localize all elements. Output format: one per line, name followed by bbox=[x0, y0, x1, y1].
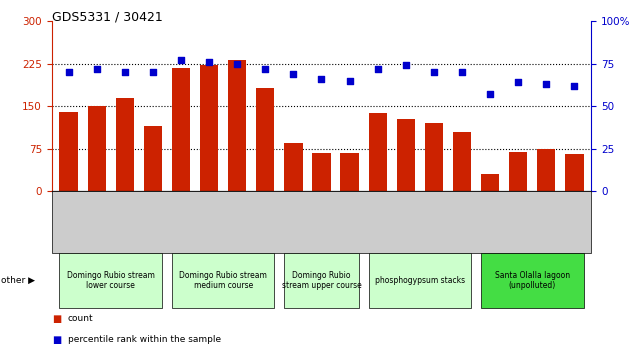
Text: Domingo Rubio
stream upper course: Domingo Rubio stream upper course bbox=[281, 271, 362, 290]
Text: phosphogypsum stacks: phosphogypsum stacks bbox=[375, 276, 465, 285]
Point bbox=[429, 69, 439, 75]
Bar bbox=[144, 126, 162, 191]
Point bbox=[288, 71, 298, 77]
Point bbox=[148, 69, 158, 75]
Point bbox=[541, 81, 551, 87]
Text: Santa Olalla lagoon
(unpolluted): Santa Olalla lagoon (unpolluted) bbox=[495, 271, 570, 290]
Text: other ▶: other ▶ bbox=[1, 276, 35, 285]
Bar bbox=[115, 98, 134, 191]
Text: percentile rank within the sample: percentile rank within the sample bbox=[68, 335, 221, 344]
Bar bbox=[397, 119, 415, 191]
Bar bbox=[453, 132, 471, 191]
Bar bbox=[537, 149, 555, 191]
Bar bbox=[88, 106, 106, 191]
Point bbox=[204, 59, 214, 65]
Point bbox=[485, 91, 495, 97]
Point bbox=[64, 69, 74, 75]
Point bbox=[176, 57, 186, 63]
Bar bbox=[481, 174, 499, 191]
Text: ■: ■ bbox=[52, 335, 61, 345]
Point bbox=[232, 61, 242, 67]
Bar bbox=[312, 153, 331, 191]
Point bbox=[317, 76, 327, 82]
Bar bbox=[284, 143, 302, 191]
Point bbox=[513, 80, 523, 85]
Text: GDS5331 / 30421: GDS5331 / 30421 bbox=[52, 11, 163, 24]
Bar bbox=[509, 152, 528, 191]
Point bbox=[91, 66, 102, 72]
Text: ■: ■ bbox=[52, 314, 61, 324]
Bar bbox=[200, 65, 218, 191]
Point bbox=[120, 69, 130, 75]
Bar bbox=[369, 113, 387, 191]
Bar bbox=[341, 153, 359, 191]
Point bbox=[569, 83, 579, 88]
Bar bbox=[256, 87, 274, 191]
Bar bbox=[565, 154, 584, 191]
Bar bbox=[59, 112, 78, 191]
Bar bbox=[172, 68, 190, 191]
Point bbox=[373, 66, 383, 72]
Point bbox=[345, 78, 355, 84]
Bar bbox=[228, 60, 246, 191]
Text: Domingo Rubio stream
medium course: Domingo Rubio stream medium course bbox=[179, 271, 267, 290]
Text: count: count bbox=[68, 314, 93, 323]
Bar bbox=[425, 123, 443, 191]
Point bbox=[260, 66, 270, 72]
Point bbox=[401, 63, 411, 68]
Point bbox=[457, 69, 467, 75]
Text: Domingo Rubio stream
lower course: Domingo Rubio stream lower course bbox=[67, 271, 155, 290]
